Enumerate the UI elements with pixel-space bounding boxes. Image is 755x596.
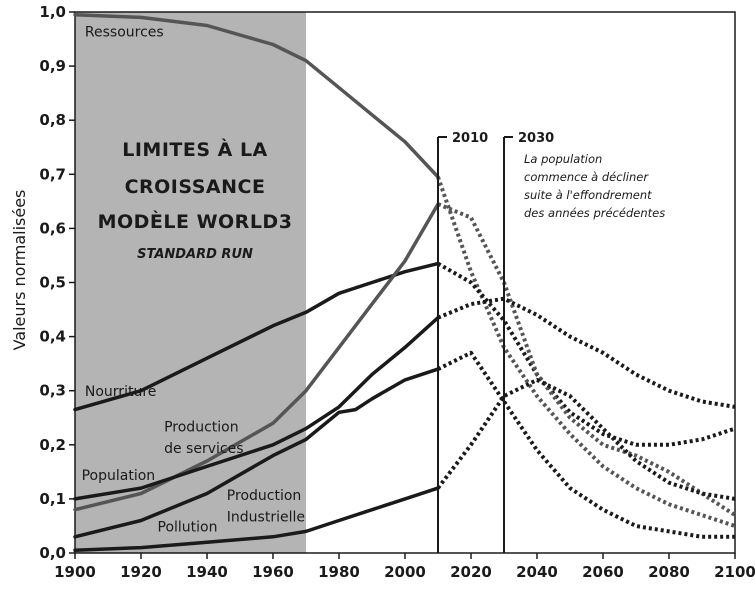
marker-note-line: suite à l'effondrement [524, 188, 652, 202]
series-lines [73, 12, 737, 553]
x-tick-label: 1980 [318, 563, 360, 581]
x-tick-label: 2000 [384, 563, 426, 581]
series-label-text: Production [227, 488, 301, 504]
x-tick-label: 2020 [450, 563, 492, 581]
series-line-projection [437, 202, 737, 517]
y-tick-label: 0,0 [39, 544, 66, 562]
marker-note-line: commence à décliner [524, 170, 649, 184]
series-population [73, 296, 736, 501]
y-tick-label: 0,3 [39, 382, 66, 400]
y-tick-label: 0,6 [39, 219, 66, 237]
axes: 1900 1920 1940 1960 1980 2000 2020 2040 2060 2080… [39, 3, 755, 581]
series-label-text: Population [82, 468, 156, 484]
series-label-text: Industrielle [227, 510, 305, 526]
series-line-projection [437, 296, 736, 409]
series-line-solid [73, 486, 440, 553]
shaded-area [75, 12, 306, 553]
marker-note-line: des années précédentes [524, 206, 665, 220]
x-tick-label: 2060 [582, 563, 624, 581]
series-label-text: Nourriture [85, 384, 156, 400]
series-label-text: Pollution [158, 519, 218, 535]
chart-subtitle: STANDARD RUN [137, 247, 253, 262]
x-tick-label: 2100 [714, 563, 755, 581]
series-label-text: Ressources [85, 24, 164, 40]
y-tick-label: 0,9 [39, 57, 66, 75]
y-axis-label: Valeurs normalisées [10, 190, 29, 351]
shaded-historical-region [75, 12, 306, 553]
y-tick-label: 0,1 [39, 490, 66, 508]
series-line-solid [73, 315, 440, 501]
series-ressources [73, 12, 736, 528]
series-label-text: Production [164, 419, 238, 435]
title-line-2: CROISSANCE [125, 176, 266, 198]
x-tick-label: 1900 [54, 563, 96, 581]
y-tick-label: 0,8 [39, 111, 66, 129]
title-line-1: LIMITES À LA [122, 138, 268, 161]
marker-note-line: La population [524, 152, 602, 166]
series-production-industrielle [73, 350, 735, 539]
y-tick-label: 0,7 [39, 165, 66, 183]
series-labels: Ressources Nourriture Production de service… [82, 24, 305, 535]
x-tick-label: 1920 [120, 563, 162, 581]
y-tick-label: 0,2 [39, 436, 66, 454]
year-markers: 2010 2030 La population commence à décliner… [437, 131, 665, 553]
marker-label-2010: 2010 [452, 131, 488, 146]
marker-label-2030: 2030 [518, 131, 554, 146]
series-line-projection [437, 350, 735, 539]
series-line-projection [436, 377, 736, 501]
series-line-projection [437, 261, 736, 447]
title-line-3: MODÈLE WORLD3 [98, 210, 293, 233]
x-tick-label: 2040 [516, 563, 558, 581]
series-line-solid [73, 12, 440, 179]
series-pollution [73, 377, 736, 553]
series-label-text: de services [164, 441, 243, 457]
y-tick-label: 0,5 [39, 274, 66, 292]
x-tick-label: 1960 [252, 563, 294, 581]
y-tick-label: 0,4 [39, 328, 66, 346]
x-tick-label: 1940 [186, 563, 228, 581]
x-tick-label: 2080 [648, 563, 690, 581]
series-line-solid [73, 367, 440, 539]
y-tick-label: 1,0 [39, 3, 66, 21]
chart-title-block: LIMITES À LA CROISSANCE MODÈLE WORLD3 ST… [98, 138, 293, 262]
